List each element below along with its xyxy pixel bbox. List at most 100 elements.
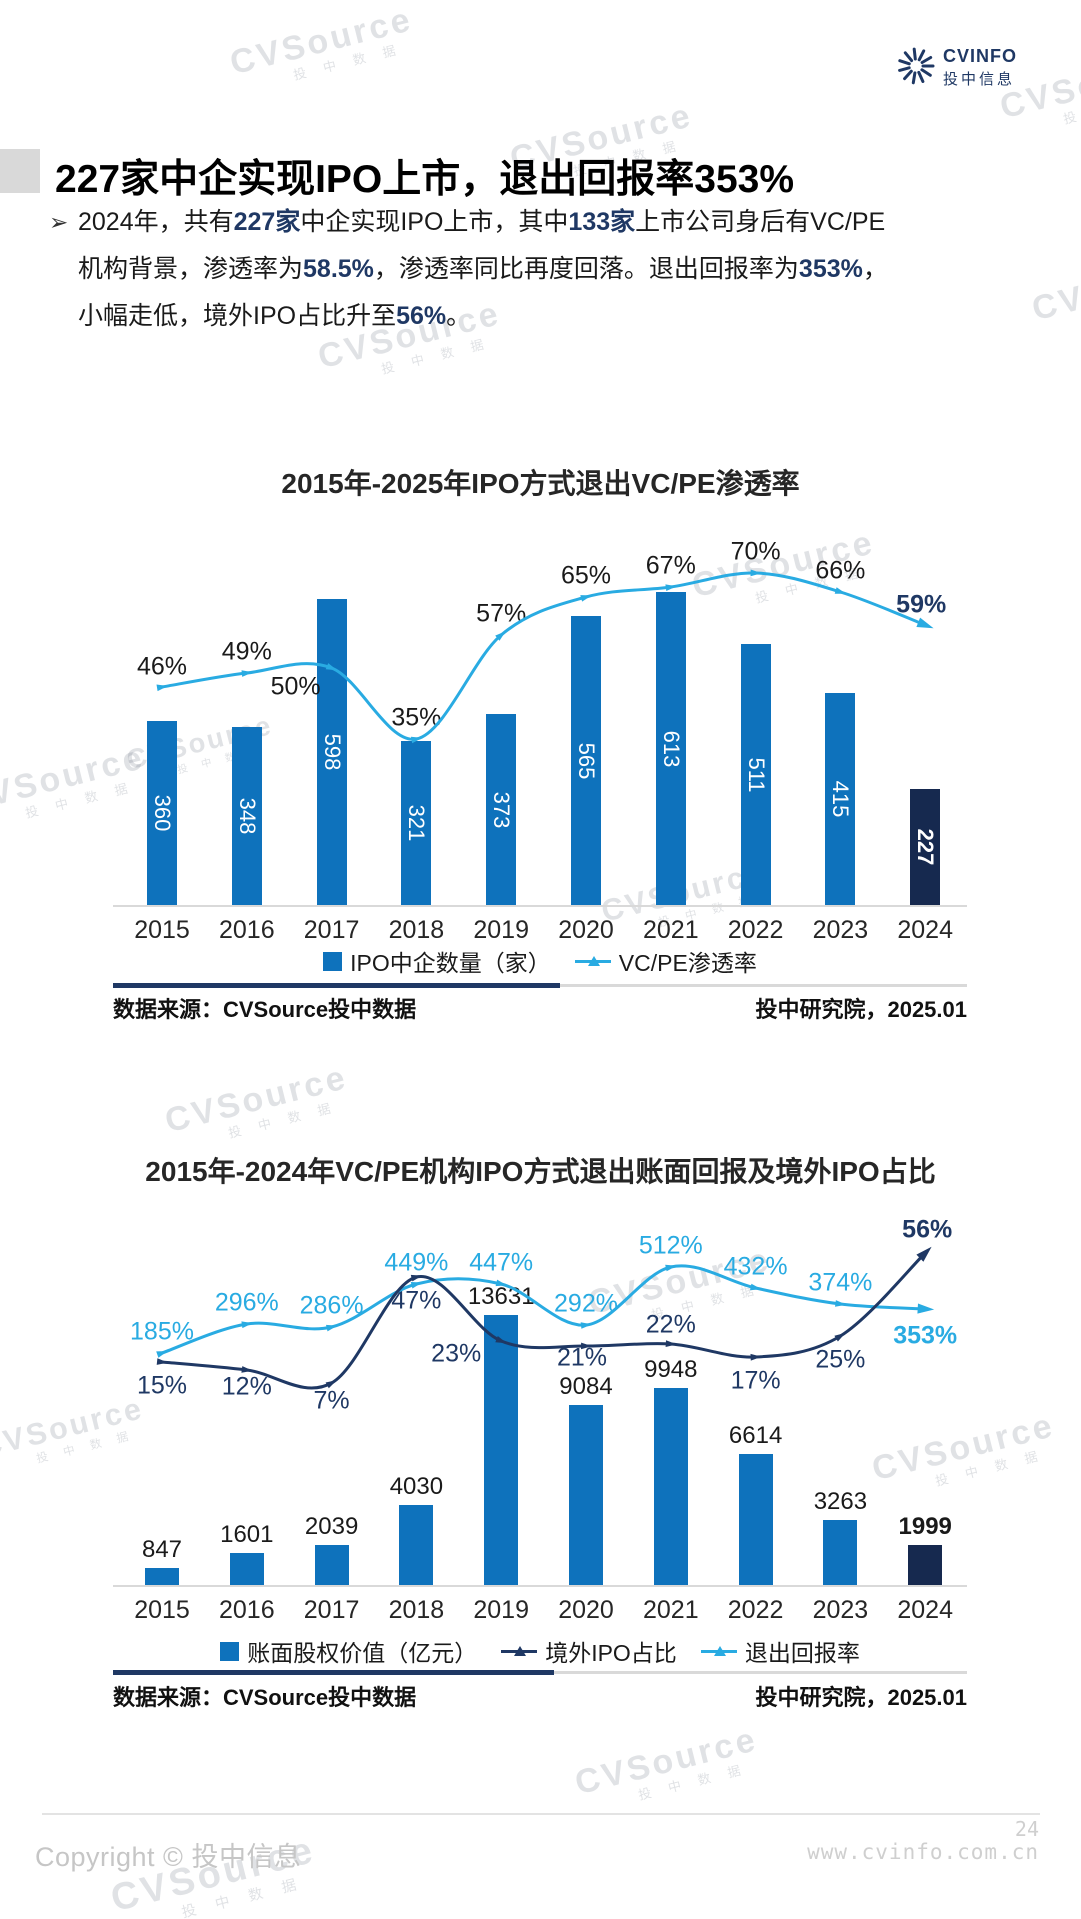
x-axis-tick-label: 2018 xyxy=(388,916,445,944)
bar-value-label: 1601 xyxy=(220,1521,274,1548)
line-value-label: 17% xyxy=(730,1366,781,1395)
bar-value-label: 373 xyxy=(489,791,515,828)
bar-value-label: 613 xyxy=(658,730,684,767)
legend-item: IPO中企数量（家） xyxy=(323,944,551,978)
brand-name: CVINFO xyxy=(943,46,1018,66)
line-value-label: 56% xyxy=(902,1215,953,1244)
x-axis-tick-label: 2017 xyxy=(303,916,360,944)
bar-value-label: 348 xyxy=(234,797,260,835)
bar-value-label: 847 xyxy=(141,1536,183,1563)
bar xyxy=(486,714,517,905)
bar xyxy=(229,1553,264,1585)
x-axis-tick-label: 2015 xyxy=(134,916,190,944)
highlight-value: 227家 xyxy=(233,208,301,236)
bar xyxy=(314,1545,349,1585)
bar-value-label: 598 xyxy=(319,733,345,771)
line-value-label: 286% xyxy=(299,1291,364,1320)
x-axis-tick-label: 2024 xyxy=(897,1596,953,1624)
x-axis-tick-label: 2021 xyxy=(642,1596,699,1624)
chart2-title: 2015年-2024年VC/PE机构IPO方式退出账面回报及境外IPO占比 xyxy=(145,1156,936,1187)
bar xyxy=(569,1405,603,1585)
bar xyxy=(910,789,941,905)
bar-value-label: 1999 xyxy=(898,1513,952,1540)
line-value-label: 512% xyxy=(638,1231,703,1260)
line-value-label: 66% xyxy=(815,556,866,585)
summary-lines: 2024年，共有227家中企实现IPO上市，其中133家上市公司身后有VC/PE… xyxy=(78,199,1023,340)
line-value-label: 67% xyxy=(645,551,696,580)
line-value-label: 185% xyxy=(130,1317,194,1346)
line-value-label: 59% xyxy=(896,590,947,619)
summary-line: 2024年，共有227家中企实现IPO上市，其中133家上市公司身后有VC/PE xyxy=(78,199,1023,246)
x-axis-line xyxy=(113,1585,967,1587)
legend-line-marker xyxy=(501,1644,538,1658)
x-axis-tick-label: 2018 xyxy=(388,1596,445,1624)
chart1-title: 2015年-2025年IPO方式退出VC/PE渗透率 xyxy=(281,468,800,499)
research-credit-label: 投中研究院，2025.01 xyxy=(755,997,967,1022)
x-axis-tick-label: 2024 xyxy=(897,916,953,944)
bar-value-label: 227 xyxy=(913,828,939,866)
page-number: 24 xyxy=(1014,1817,1039,1841)
line-value-label: 22% xyxy=(645,1310,696,1339)
line-value-label: 35% xyxy=(391,703,442,732)
x-axis-tick-label: 2017 xyxy=(303,1596,360,1624)
summary-text: 小幅走低，境外IPO占比升至 xyxy=(78,302,397,330)
bar-value-label: 9084 xyxy=(559,1373,613,1400)
bar-value-label: 511 xyxy=(743,756,769,793)
summary-text: ，渗透率同比再度回落。退出回报率为 xyxy=(373,255,799,283)
bar-value-label: 3263 xyxy=(813,1488,868,1515)
bullet-arrow-icon: ➢ xyxy=(49,209,69,235)
summary-text: 机构背景，渗透率为 xyxy=(78,255,304,283)
bar xyxy=(401,741,432,905)
summary-text: 2024年，共有 xyxy=(78,208,234,236)
website-link[interactable]: www.cvinfo.com.cn xyxy=(807,1840,1039,1864)
line-value-label: 65% xyxy=(560,561,612,590)
x-axis-tick-label: 2020 xyxy=(558,916,614,944)
x-axis-tick-label: 2015 xyxy=(134,1596,190,1624)
source-divider-navy xyxy=(113,1670,554,1675)
line-value-label: 449% xyxy=(384,1248,449,1277)
x-axis-tick-label: 2021 xyxy=(642,916,699,944)
highlight-value: 133家 xyxy=(568,208,636,236)
x-axis-tick-label: 2020 xyxy=(558,1596,614,1624)
line-value-label: 353% xyxy=(893,1321,958,1350)
bar xyxy=(231,727,262,905)
line-value-label: 21% xyxy=(556,1343,608,1372)
page-title: 227家中企实现IPO上市，退出回报率353% xyxy=(55,158,795,201)
x-axis-tick-label: 2019 xyxy=(473,916,529,944)
bar-value-label: 2039 xyxy=(304,1513,359,1540)
legend-item: 账面股权价值（亿元） xyxy=(220,1634,477,1668)
chart-legend: IPO中企数量（家） VC/PE渗透率 xyxy=(113,944,967,978)
research-credit-label: 投中研究院，2025.01 xyxy=(755,1685,967,1710)
line-value-label: 7% xyxy=(313,1386,350,1415)
legend-bar-swatch xyxy=(323,951,343,971)
bar xyxy=(145,1568,179,1585)
title-accent-block xyxy=(0,149,40,193)
bar-value-label: 321 xyxy=(404,804,430,842)
x-axis-tick-label: 2023 xyxy=(812,1596,869,1624)
data-source-label: 数据来源：CVSource投中数据 xyxy=(113,1685,417,1710)
summary-text: ， xyxy=(862,255,888,283)
data-source-label: 数据来源：CVSource投中数据 xyxy=(113,997,417,1022)
bar xyxy=(823,1520,858,1585)
legend-line-marker xyxy=(700,1644,737,1658)
bar xyxy=(147,721,177,905)
bar-value-label: 4030 xyxy=(389,1473,444,1500)
bar xyxy=(484,1315,519,1585)
bar-value-label: 13631 xyxy=(467,1283,535,1310)
bar xyxy=(738,1454,773,1585)
legend-label: 退出回报率 xyxy=(744,1640,860,1666)
source-divider-navy xyxy=(113,983,560,988)
line-value-label: 57% xyxy=(476,599,527,628)
x-axis-tick-label: 2023 xyxy=(812,916,869,944)
line-value-label: 432% xyxy=(723,1252,788,1281)
x-axis-tick-label: 2019 xyxy=(473,1596,529,1624)
legend-label: 境外IPO占比 xyxy=(545,1640,677,1666)
line-value-label: 447% xyxy=(469,1248,534,1277)
bar-value-label: 565 xyxy=(574,742,599,779)
line-value-label: 70% xyxy=(730,537,781,566)
line-value-label: 296% xyxy=(214,1288,279,1317)
chart-legend: 账面股权价值（亿元） 境外IPO占比 退出回报率 xyxy=(113,1634,967,1668)
summary-line: 小幅走低，境外IPO占比升至56%。 xyxy=(78,293,1023,340)
